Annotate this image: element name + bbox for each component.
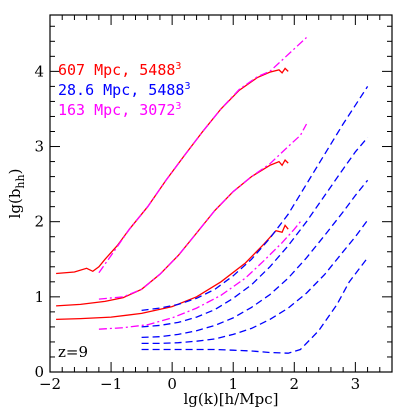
legend-entry: 28.6 Mpc, 54883	[58, 81, 190, 99]
y-tick-label: 0	[34, 363, 44, 381]
legend-entry: 607 Mpc, 54883	[58, 61, 181, 79]
series-line-blue-9	[141, 179, 369, 339]
x-tick-label: −2	[39, 375, 61, 393]
y-tick-label: 1	[34, 288, 44, 306]
legend: 607 Mpc, 54883 28.6 Mpc, 54883 163 Mpc, 30…	[58, 61, 190, 119]
series-line-magenta-5	[98, 123, 308, 300]
y-axis-title-main: lg(b	[6, 189, 24, 219]
x-tick-label: 2	[290, 375, 300, 393]
series-line-magenta-6	[98, 221, 301, 330]
y-axis-title: lg(bhh)	[6, 169, 27, 219]
series-line-blue-8	[141, 137, 369, 328]
y-tick-label: 3	[34, 138, 44, 156]
x-tick-label: 1	[228, 375, 238, 393]
x-tick-label: −1	[100, 375, 122, 393]
legend-entry: 163 Mpc, 30723	[58, 101, 181, 119]
x-tick-label: 3	[351, 375, 361, 393]
series-line-red-1	[56, 67, 289, 275]
y-axis-title-close: )	[6, 169, 24, 175]
redshift-annotation: z=9	[58, 343, 88, 361]
series-line-blue-11	[141, 257, 369, 354]
series-line-red-3	[56, 224, 289, 321]
series-line-blue-7	[141, 86, 369, 312]
y-tick-label: 2	[34, 213, 44, 231]
series-layer	[56, 37, 369, 354]
x-axis-title: lg(k)[h/Mpc]	[184, 390, 279, 408]
series-line-red-2	[56, 159, 289, 307]
ticks-layer: −2 −1 0 1 2 3 0 1 2 3 4	[34, 15, 393, 393]
y-axis-title-subscript: hh	[14, 174, 27, 188]
series-line-blue-10	[141, 219, 369, 345]
x-tick-label: 0	[167, 375, 177, 393]
y-tick-label: 4	[34, 62, 44, 80]
